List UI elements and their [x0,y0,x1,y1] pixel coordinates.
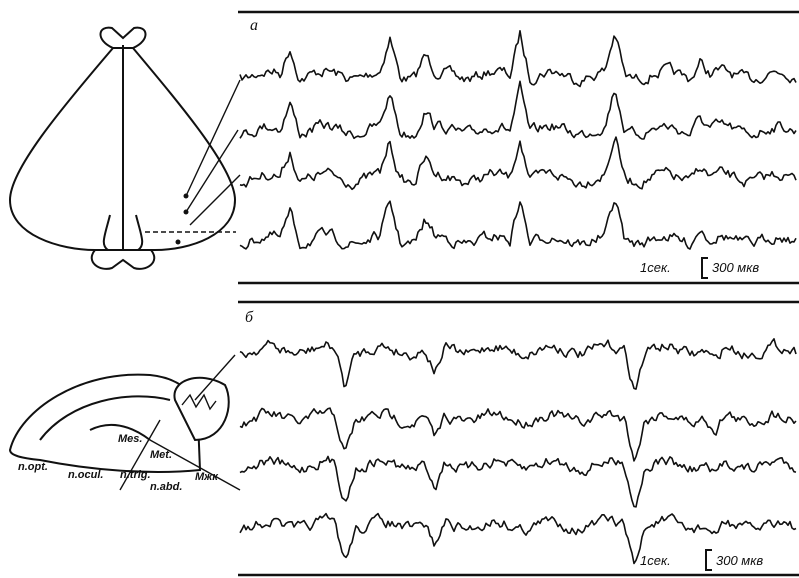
eeg-trace [240,81,796,139]
brain-label: n.trig. [120,469,151,481]
eeg-trace [240,408,796,461]
amplitude-scale: 300 мкв [716,553,763,568]
eeg-trace [240,339,796,389]
brain-label: Met. [150,449,172,461]
brain-label: n.abd. [150,481,182,493]
panel-label: б [245,309,254,326]
brain-sagittal: Mes. Met. n.opt. n.ocul. n.trig. n.abd. … [10,355,240,493]
amplitude-scale: 300 мкв [712,260,759,275]
brain-dorsal [10,28,240,269]
scale-bracket [702,258,708,278]
eeg-trace [240,514,796,564]
brain-label: Mes. [118,433,142,445]
brain-label: Мжк [195,471,219,483]
brain-label: n.opt. [18,461,48,473]
time-scale: 1сек. [640,553,671,568]
figure: а 1сек. 300 мкв б 1сек. 300 мкв Mes. Met… [0,0,799,578]
eeg-trace [240,137,796,189]
time-scale: 1сек. [640,260,671,275]
panel-label: а [250,17,258,34]
brain-label: n.ocul. [68,469,103,481]
eeg-trace [240,201,796,249]
eeg-trace [240,31,796,87]
eeg-trace [240,457,796,507]
scale-bracket [706,550,712,570]
